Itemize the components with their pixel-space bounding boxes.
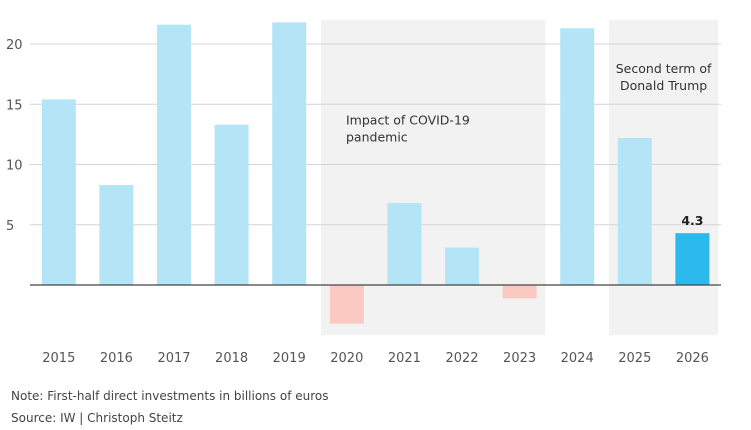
bars	[41, 22, 710, 324]
bar-2020	[329, 285, 364, 324]
x-tick-label-2019: 2019	[273, 351, 306, 366]
y-tick-label-10: 10	[6, 159, 23, 174]
bar-2017	[157, 24, 191, 285]
bar-2016	[99, 184, 134, 285]
x-tick-label-2016: 2016	[100, 351, 133, 366]
x-tick-label-2022: 2022	[445, 351, 478, 366]
shaded-region-2020-2023	[321, 19, 546, 336]
bar-2023	[502, 285, 537, 299]
bar-2019	[272, 22, 307, 286]
region-annotation-0-line-1: pandemic	[346, 130, 408, 145]
region-annotation-1-line-1: Donald Trump	[620, 78, 707, 93]
x-tick-label-2021: 2021	[388, 351, 421, 366]
x-tick-label-2015: 2015	[42, 351, 75, 366]
bar-2022	[445, 247, 479, 285]
region-annotation-1-line-0: Second term of	[616, 61, 712, 76]
x-tick-label-2020: 2020	[330, 351, 363, 366]
x-tick-label-2018: 2018	[215, 351, 248, 366]
y-tick-label-15: 15	[6, 98, 23, 113]
labels: Impact of COVID-19 pandemic Second term of…	[6, 38, 712, 366]
data-label-2026: 4.3	[681, 213, 703, 228]
region-annotation-0-line-0: Impact of COVID-19	[346, 113, 470, 128]
x-tick-label-2024: 2024	[561, 351, 594, 366]
x-tick-label-2023: 2023	[503, 351, 536, 366]
bar-chart-canvas: Impact of COVID-19 pandemic Second term of…	[6, 19, 721, 366]
bar-2015	[41, 99, 76, 286]
bar-2018	[214, 124, 249, 285]
bar-2021	[387, 203, 422, 285]
y-tick-label-5: 5	[6, 219, 14, 234]
x-tick-label-2017: 2017	[157, 351, 190, 366]
bar-2025	[617, 137, 652, 285]
shaded-regions	[321, 19, 719, 336]
x-tick-label-2026: 2026	[676, 351, 709, 366]
bar-2026	[675, 233, 710, 285]
chart-note: Note: First-half direct investments in b…	[11, 389, 329, 403]
x-tick-label-2025: 2025	[618, 351, 651, 366]
bar-2024	[560, 28, 595, 286]
chart-source: Source: IW | Christoph Steitz	[11, 411, 183, 425]
gridlines	[30, 43, 721, 226]
y-tick-label-20: 20	[6, 38, 23, 53]
